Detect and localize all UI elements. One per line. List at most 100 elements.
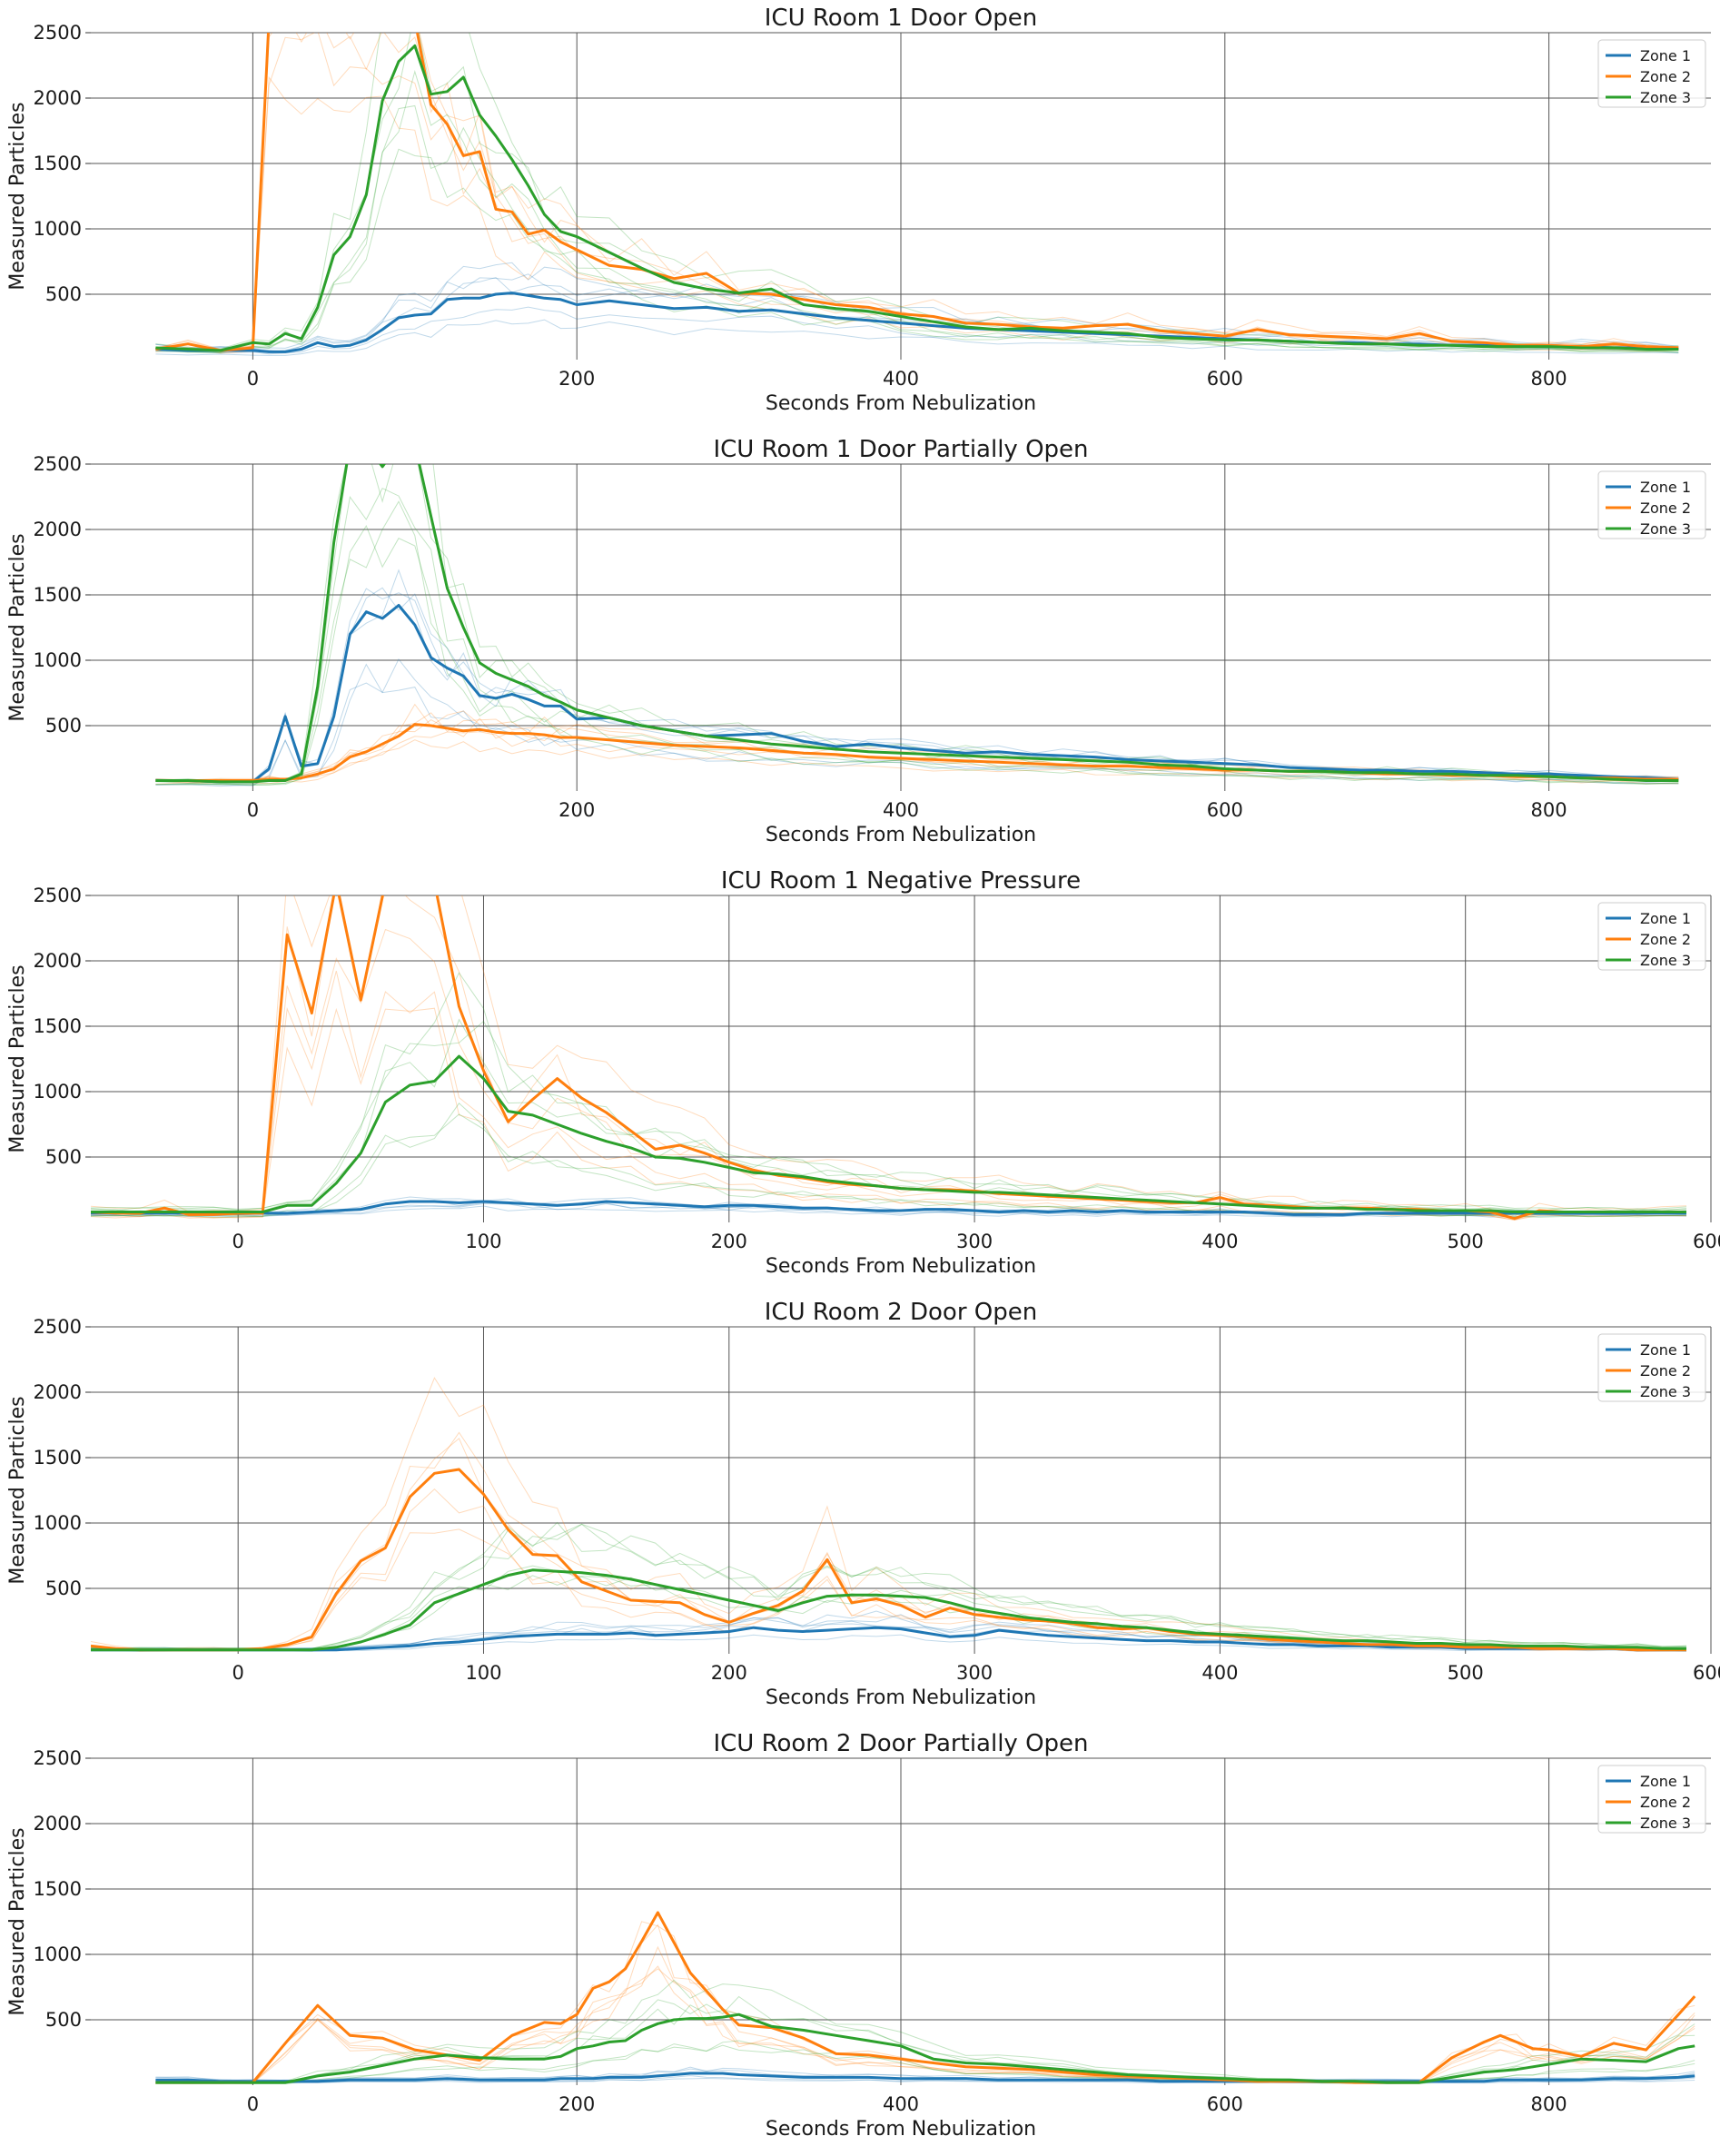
- replicate-trace: [91, 1565, 1687, 1651]
- replicate-trace: [91, 1020, 1687, 1212]
- legend-entry: Zone 1: [1640, 1773, 1691, 1790]
- legend-entry: Zone 2: [1640, 68, 1691, 85]
- x-tick-label: 300: [956, 1662, 993, 1684]
- replicate-trace: [155, 731, 1679, 784]
- replicate-trace: [155, 306, 1679, 355]
- y-tick-label: 2500: [34, 453, 82, 475]
- x-tick-label: 200: [559, 799, 595, 821]
- replicate-trace: [155, 2040, 1695, 2084]
- chart-title: ICU Room 2 Door Open: [765, 1299, 1037, 1326]
- x-axis-label: Seconds From Nebulization: [766, 824, 1036, 846]
- legend-entry: Zone 3: [1640, 89, 1691, 106]
- y-tick-label: 1500: [34, 1878, 82, 1900]
- replicate-trace: [91, 1377, 1687, 1650]
- replicate-trace: [155, 148, 1679, 354]
- y-axis-label: Measured Particles: [6, 1396, 29, 1584]
- replicate-trace: [155, 33, 1679, 351]
- y-tick-label: 1500: [34, 1447, 82, 1469]
- replicate-trace: [155, 104, 1679, 353]
- legend: Zone 1 Zone 2 Zone 3: [1597, 902, 1706, 971]
- x-tick-label: 400: [883, 368, 919, 390]
- series-line-zone-2: [91, 895, 1686, 1221]
- replicate-trace: [155, 33, 1679, 351]
- replicate-trace: [155, 658, 1679, 787]
- legend-entry: Zone 3: [1640, 1383, 1691, 1400]
- replicate-trace: [155, 33, 1679, 351]
- replicate-trace: [155, 33, 1679, 351]
- replicate-trace: [91, 895, 1687, 1217]
- replicate-trace: [91, 1634, 1687, 1652]
- y-tick-label: 2000: [34, 519, 82, 540]
- series-line-zone-3: [155, 44, 1679, 352]
- x-tick-label: 800: [1531, 799, 1567, 821]
- x-axis-label: Seconds From Nebulization: [766, 392, 1036, 415]
- chart-panel-3: 500 1000 1500 2000 2500 0 100 200 300 400 500 600 IC…: [6, 867, 1720, 1278]
- y-tick-label: 2500: [34, 1316, 82, 1338]
- replicate-trace: [155, 1965, 1695, 2084]
- replicate-trace: [91, 1205, 1687, 1218]
- x-tick-label: 500: [1448, 1231, 1484, 1252]
- y-tick-label: 2500: [34, 1747, 82, 1769]
- y-tick-label: 500: [45, 1146, 82, 1168]
- y-tick-label: 2500: [34, 22, 82, 44]
- x-tick-label: 600: [1207, 368, 1243, 390]
- chart-title: ICU Room 1 Negative Pressure: [721, 867, 1081, 895]
- chart-title: ICU Room 1 Door Partially Open: [713, 436, 1088, 463]
- x-tick-label: 0: [247, 2093, 259, 2115]
- x-tick-label: 400: [883, 799, 919, 821]
- replicate-trace: [155, 739, 1679, 785]
- series-line-zone-3: [91, 1568, 1686, 1652]
- y-tick-label: 500: [45, 283, 82, 305]
- replicate-trace: [155, 1968, 1695, 2084]
- replicate-trace: [91, 1528, 1687, 1652]
- replicate-trace: [91, 1523, 1687, 1650]
- x-tick-label: 600: [1693, 1662, 1720, 1684]
- replicate-trace: [91, 1521, 1687, 1649]
- series-line-zone-3: [155, 464, 1679, 784]
- legend-entry: Zone 3: [1640, 520, 1691, 538]
- replicate-trace: [155, 464, 1679, 784]
- x-tick-label: 400: [1201, 1231, 1238, 1252]
- replicate-trace: [91, 895, 1687, 1220]
- legend-entry: Zone 1: [1640, 479, 1691, 496]
- x-tick-label: 0: [247, 368, 259, 390]
- replicate-trace: [155, 524, 1679, 786]
- legend: Zone 1 Zone 2 Zone 3: [1597, 39, 1706, 108]
- y-axis-label: Measured Particles: [6, 102, 29, 290]
- replicate-trace: [91, 1431, 1687, 1651]
- y-tick-label: 2500: [34, 885, 82, 906]
- replicate-trace: [155, 500, 1679, 786]
- legend: Zone 1 Zone 2 Zone 3: [1597, 1333, 1706, 1402]
- replicate-trace: [155, 1995, 1695, 2083]
- y-tick-label: 1000: [34, 1943, 82, 1965]
- series-line-zone-3: [91, 1054, 1686, 1213]
- replicate-trace: [155, 276, 1679, 352]
- chart-panel-2: 500 1000 1500 2000 2500 0 200 400 600 800 ICU Room…: [6, 436, 1711, 846]
- chart-panel-4: 500 1000 1500 2000 2500 0 100 200 300 400 500 600 IC…: [6, 1299, 1720, 1709]
- replicate-trace: [91, 1007, 1687, 1221]
- legend-entry: Zone 2: [1640, 1794, 1691, 1811]
- series-line-zone-1: [91, 1200, 1686, 1216]
- chart-panel-1: 500 1000 1500 2000 2500 0 200 400 600 800 ICU Room…: [6, 5, 1711, 415]
- replicate-trace: [155, 2077, 1695, 2084]
- legend-entry: Zone 2: [1640, 931, 1691, 948]
- replicate-trace: [91, 1113, 1687, 1218]
- legend: Zone 1 Zone 2 Zone 3: [1597, 1765, 1706, 1834]
- y-tick-label: 1000: [34, 1081, 82, 1103]
- replicate-trace: [155, 69, 1679, 353]
- replicate-trace: [155, 1979, 1695, 2083]
- replicate-trace: [91, 972, 1687, 1212]
- series-line-zone-3: [155, 2013, 1695, 2084]
- x-tick-label: 400: [883, 2093, 919, 2115]
- legend-entry: Zone 1: [1640, 1341, 1691, 1359]
- replicate-trace: [155, 1924, 1695, 2084]
- replicate-trace: [155, 262, 1679, 350]
- replicate-trace: [91, 1018, 1687, 1213]
- series-line-zone-2: [155, 33, 1679, 352]
- series-line-zone-1: [155, 604, 1679, 784]
- legend-entry: Zone 2: [1640, 499, 1691, 517]
- x-axis-label: Seconds From Nebulization: [766, 1255, 1036, 1278]
- x-tick-label: 0: [232, 1231, 243, 1252]
- chart-title: ICU Room 2 Door Partially Open: [713, 1730, 1088, 1757]
- replicate-trace: [155, 663, 1679, 786]
